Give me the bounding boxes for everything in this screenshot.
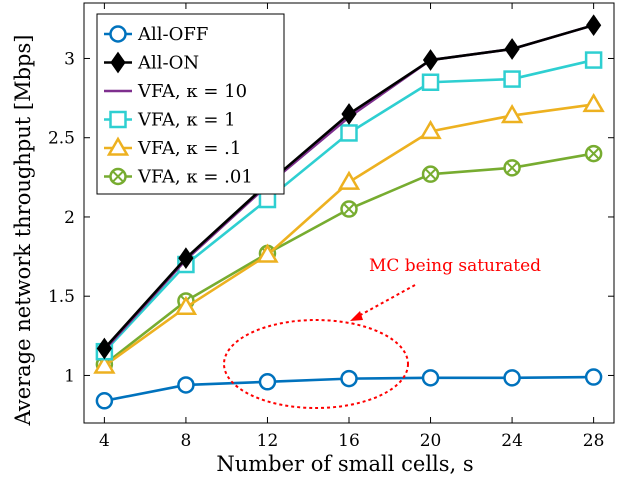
legend-marker xyxy=(106,136,130,156)
data-point xyxy=(584,144,603,163)
data-point xyxy=(500,104,524,124)
data-point xyxy=(337,170,361,190)
saturation-ellipse xyxy=(223,319,409,409)
data-point xyxy=(96,337,112,360)
data-point-cross-b xyxy=(342,203,356,216)
data-point xyxy=(503,369,521,387)
plot-area: 4 8 12 16 20 24 28 1 1.5 2 2.5 3 xyxy=(48,2,615,451)
data-point xyxy=(256,243,279,263)
x-tick-label: 20 xyxy=(420,431,442,451)
data-point xyxy=(503,70,521,88)
x-tick-label: 16 xyxy=(338,431,360,451)
data-point xyxy=(503,159,521,177)
legend-label: All-OFF xyxy=(137,24,208,45)
data-point xyxy=(340,124,358,142)
data-point-cross-b xyxy=(587,147,600,160)
data-point xyxy=(582,92,605,113)
legend-marker xyxy=(109,110,127,129)
y-tick-label: 1.5 xyxy=(48,287,75,307)
y-axis-title: Average network throughput [Mbps] xyxy=(11,35,35,427)
legend-label: VFA, κ = 1 xyxy=(137,110,236,131)
annotation-label: MC being saturated xyxy=(369,256,541,276)
legend-marker xyxy=(110,51,126,74)
data-point xyxy=(586,14,602,37)
legend-label: VFA, κ = 10 xyxy=(137,81,247,102)
annotation-arrow xyxy=(354,284,416,319)
data-point xyxy=(421,369,440,387)
data-point xyxy=(178,247,194,270)
legend-box xyxy=(96,13,285,195)
legend-marker xyxy=(109,167,127,186)
data-point xyxy=(421,165,440,183)
x-tick-label: 12 xyxy=(257,431,279,451)
y-tick-label: 2 xyxy=(64,208,75,228)
legend-entry: VFA, κ = 1 xyxy=(104,110,236,131)
x-tick-label: 24 xyxy=(501,431,523,451)
series-0 xyxy=(95,368,603,410)
data-point xyxy=(584,368,603,386)
x-tick-label: 4 xyxy=(99,431,110,451)
legend-entry: VFA, κ = .1 xyxy=(104,136,241,159)
data-point-cross-b xyxy=(506,161,519,174)
x-axis-title: Number of small cells, s xyxy=(216,452,473,476)
data-point xyxy=(93,354,116,374)
series-4 xyxy=(93,92,605,374)
annotation-layer: MC being saturated xyxy=(223,256,541,409)
legend-entry: VFA, κ = 10 xyxy=(104,81,247,102)
data-point xyxy=(421,73,440,91)
legend-entry: All-ON xyxy=(104,51,199,74)
data-point xyxy=(174,295,198,316)
data-point xyxy=(340,369,358,388)
x-tick-label: 8 xyxy=(181,431,192,451)
y-tick-label: 1 xyxy=(64,366,75,386)
legend-marker xyxy=(109,25,127,43)
y-tick-label: 3 xyxy=(64,49,75,69)
data-point xyxy=(422,49,439,71)
legend-label: VFA, κ = .01 xyxy=(137,167,253,188)
data-point xyxy=(177,376,195,394)
data-point xyxy=(95,392,114,410)
legend-label: VFA, κ = .1 xyxy=(137,138,241,159)
x-tick-label: 28 xyxy=(583,431,605,451)
data-point-cross-b xyxy=(424,168,437,181)
data-point xyxy=(340,200,358,218)
legend: All-OFF All-ON VFA, κ = 10 VFA, κ = 1 VFA, κ… xyxy=(96,13,285,195)
legend-entry: All-OFF xyxy=(104,24,208,45)
legend-label: All-ON xyxy=(137,53,199,74)
annotation-arrowhead xyxy=(350,311,363,321)
data-point xyxy=(341,103,357,125)
legend-entry: VFA, κ = .01 xyxy=(104,167,253,188)
data-point xyxy=(419,119,442,140)
data-point xyxy=(504,38,520,60)
y-tick-label: 2.5 xyxy=(48,129,75,149)
legend-marker-cross-b xyxy=(111,170,125,183)
data-point xyxy=(258,373,277,391)
data-point xyxy=(584,51,603,69)
